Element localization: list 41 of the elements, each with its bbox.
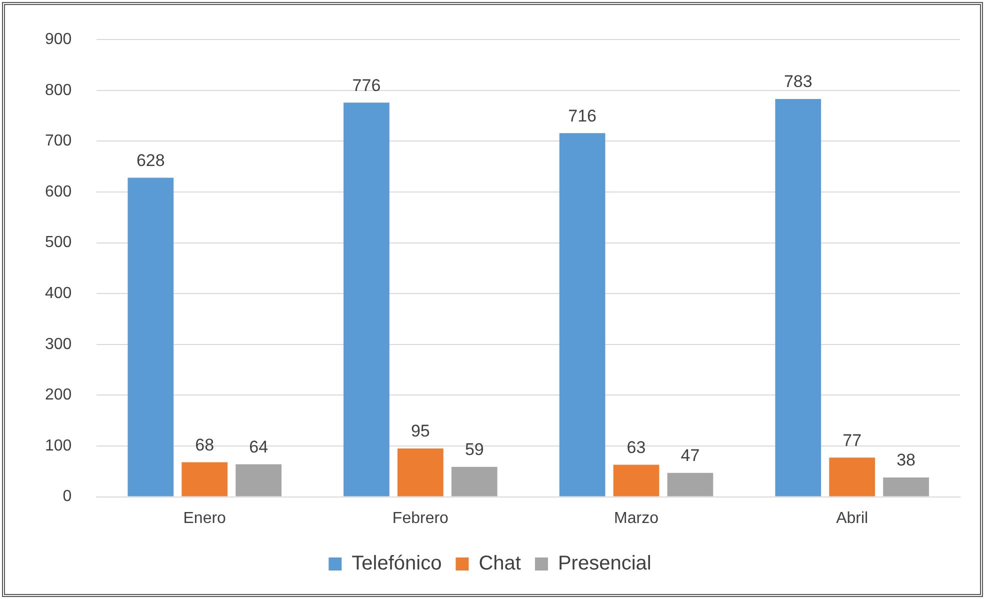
data-label: 95 [410, 422, 430, 441]
legend-label: Chat [478, 552, 522, 575]
y-tick-label: 100 [44, 437, 72, 454]
bar [775, 99, 822, 496]
y-tick-label: 400 [44, 285, 72, 302]
data-label: 63 [626, 438, 646, 457]
x-tick-label: Abril [836, 510, 868, 527]
data-label: 628 [136, 150, 165, 170]
data-label: 38 [896, 450, 916, 470]
x-tick-label: Marzo [614, 510, 659, 527]
y-tick-label: 900 [44, 31, 72, 48]
bar [559, 133, 606, 496]
bar [398, 448, 444, 496]
data-label: 59 [464, 440, 484, 460]
bar [451, 466, 498, 496]
data-label: 776 [352, 76, 381, 95]
bar [829, 458, 876, 496]
data-label: 716 [568, 106, 596, 126]
legend-label: Telefónico [352, 552, 442, 575]
x-tick-label: Febrero [392, 510, 449, 527]
data-label: 77 [842, 430, 862, 450]
data-label: 783 [784, 72, 812, 92]
y-tick-label: 600 [44, 183, 72, 200]
bar [128, 178, 174, 496]
bar [182, 462, 228, 496]
bar [613, 464, 660, 496]
data-label: 68 [195, 435, 214, 454]
y-tick-label: 200 [44, 386, 72, 404]
y-tick-label: 0 [62, 488, 72, 506]
data-label: 64 [249, 437, 268, 456]
y-tick-label: 700 [44, 132, 72, 150]
legend-label: Presencial [558, 552, 652, 575]
y-tick-label: 500 [44, 234, 72, 252]
bar [236, 464, 282, 496]
bar [883, 477, 929, 496]
data-label: 47 [680, 446, 700, 466]
bar [344, 102, 390, 496]
y-tick-label: 300 [44, 336, 72, 353]
x-tick-label: Enero [183, 510, 226, 527]
bar [667, 472, 714, 496]
y-tick-label: 800 [44, 82, 72, 99]
